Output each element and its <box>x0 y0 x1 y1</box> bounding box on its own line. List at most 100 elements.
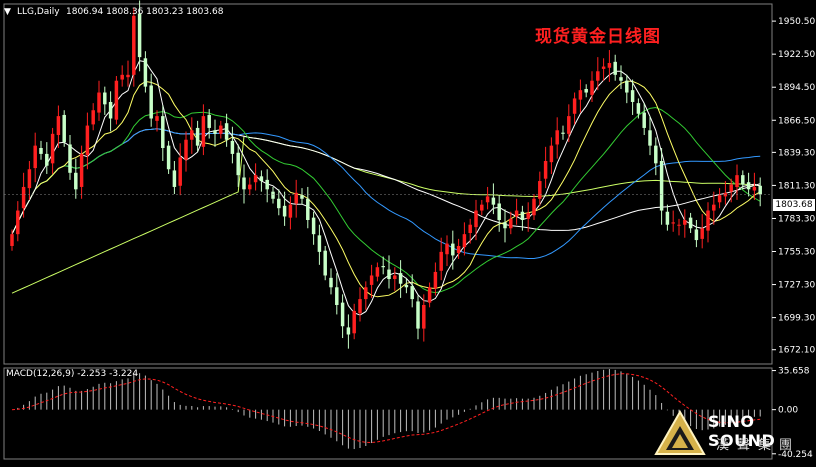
candle-body <box>74 172 78 190</box>
candle-body <box>236 152 240 176</box>
candle-body <box>509 218 513 229</box>
candle-body <box>387 269 391 280</box>
candle-body <box>480 204 484 211</box>
candle-body <box>717 195 722 203</box>
logo-subtitle: 漢聲集團 <box>716 438 801 453</box>
candle-body <box>648 130 652 146</box>
y-tick-label: 1950.50 <box>778 17 815 27</box>
candle-body <box>630 90 635 102</box>
candle-body <box>712 204 716 211</box>
y-tick-label: 1922.50 <box>778 50 815 60</box>
candle-body <box>335 287 339 305</box>
ma-10-line <box>11 80 761 298</box>
candle-body <box>190 130 194 140</box>
candle-body <box>27 169 32 189</box>
candle-body <box>224 123 229 140</box>
candle-body <box>439 251 443 271</box>
candle-body <box>491 197 496 205</box>
candle-body <box>642 112 646 128</box>
candle-body <box>45 153 49 166</box>
y-tick-label: 1894.50 <box>778 83 815 93</box>
candle-body <box>578 90 583 100</box>
ma-120-line <box>11 135 761 294</box>
candle-body <box>126 74 130 78</box>
candle-body <box>219 125 223 134</box>
candle-body <box>137 13 142 58</box>
macd-y-tick-label: 0.00 <box>778 406 798 416</box>
candle-body <box>526 212 530 219</box>
y-tick-label: 1839.30 <box>778 148 815 158</box>
candle-body <box>561 132 565 134</box>
candle-body <box>752 186 757 191</box>
candle-body <box>16 210 20 235</box>
candle-body <box>364 287 368 300</box>
candle-body <box>108 101 113 119</box>
candle-body <box>659 160 664 211</box>
candle-body <box>398 273 403 284</box>
candle-body <box>50 133 55 164</box>
candle-body <box>346 327 351 335</box>
ma-40-line <box>11 128 761 259</box>
macd-y-tick-label: -40.254 <box>778 450 813 460</box>
candle-body <box>456 245 461 254</box>
candle-body <box>242 177 246 190</box>
candle-body <box>259 176 264 182</box>
candle-body <box>520 211 525 220</box>
candle-body <box>85 125 90 156</box>
candle-body <box>706 210 710 231</box>
candle-body <box>538 181 542 199</box>
candle-body <box>288 204 293 218</box>
candle-body <box>56 116 61 136</box>
candle-body <box>422 304 426 329</box>
candle-body <box>462 234 467 248</box>
candle-body <box>433 271 438 289</box>
y-tick-label: 1866.50 <box>778 116 815 126</box>
y-tick-label: 1811.30 <box>778 181 815 191</box>
candle-body <box>306 198 310 220</box>
main-plot-frame <box>3 3 773 365</box>
candle-body <box>514 210 519 217</box>
candle-body <box>97 92 101 113</box>
candle-body <box>33 145 37 169</box>
candle-body <box>694 229 699 241</box>
candle-body <box>317 235 322 252</box>
candle-body <box>120 74 124 80</box>
candle-body <box>10 234 14 246</box>
candle-body <box>21 186 26 209</box>
candle-body <box>352 310 356 334</box>
candle-body <box>375 267 380 277</box>
candle-body <box>584 88 588 93</box>
candle-body <box>207 114 211 128</box>
candle-body <box>607 63 612 68</box>
candle-body <box>155 116 159 121</box>
candle-body <box>201 116 206 147</box>
ma-5-line <box>11 60 761 316</box>
candle-body <box>485 196 490 203</box>
candle-body <box>497 203 501 220</box>
candle-body <box>294 192 298 204</box>
candle-body <box>172 170 177 187</box>
candle-body <box>688 217 693 229</box>
candle-body <box>161 116 165 148</box>
candle-body <box>700 228 704 239</box>
logo-emblem-icon <box>654 409 706 455</box>
macd-signal-line <box>11 373 761 444</box>
candle-body <box>114 80 119 120</box>
candle-body <box>625 80 629 93</box>
candle-body <box>248 184 252 190</box>
macd-plot-frame <box>3 367 773 460</box>
candle-body <box>416 301 420 329</box>
candle-body <box>567 116 571 134</box>
candle-body <box>132 15 136 75</box>
collapse-arrow-icon[interactable]: ▼ <box>4 7 11 17</box>
ohlc-values: 1806.94 1808.36 1803.23 1803.68 <box>66 7 224 17</box>
candle-body <box>532 198 536 216</box>
candle-body <box>323 250 327 276</box>
candle-body <box>79 153 84 187</box>
candle-body <box>184 139 188 160</box>
candle-body <box>474 210 478 228</box>
y-tick-label: 1672.10 <box>778 346 815 356</box>
candle-body <box>590 80 594 95</box>
candle-body <box>300 195 304 199</box>
